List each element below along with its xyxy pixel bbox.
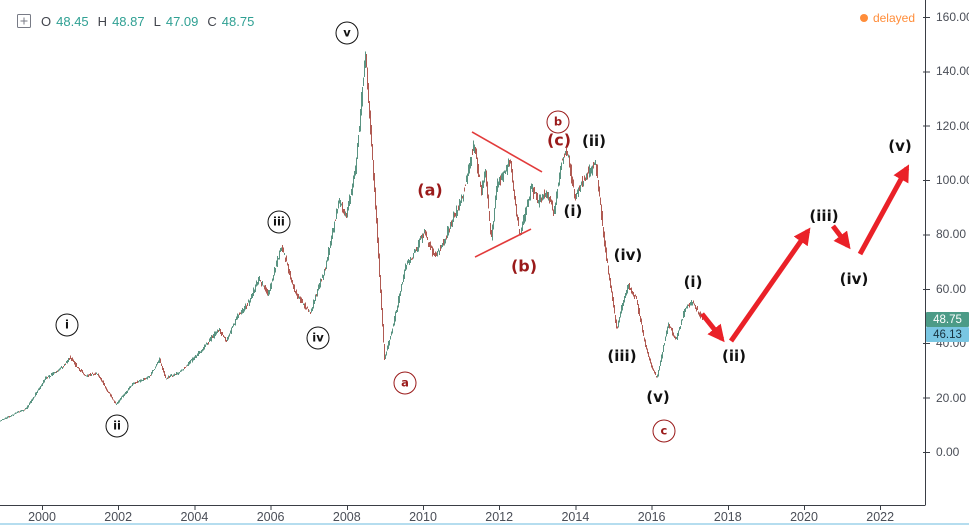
- x-axis-tick-label: 2020: [790, 510, 818, 524]
- wave-label-iv[interactable]: (iv): [839, 270, 869, 289]
- y-axis-tick-label: 160.00: [936, 9, 969, 24]
- wave-label-i[interactable]: i: [55, 313, 79, 337]
- plus-box-icon[interactable]: [16, 13, 32, 29]
- wave-label-iv[interactable]: (iv): [613, 245, 643, 264]
- x-axis-tick-label: 2002: [104, 510, 133, 524]
- wave-label-i[interactable]: (i): [683, 273, 703, 292]
- wave-label-b-red[interactable]: b: [546, 110, 570, 134]
- x-axis-tick-label: 2010: [409, 510, 437, 524]
- delayed-label: delayed: [872, 11, 915, 25]
- ohlc-legend: O 48.45 H 48.87 L 47.09 C 48.75: [16, 13, 254, 29]
- wave-label-v[interactable]: (v): [888, 137, 912, 156]
- wave-label-c-red[interactable]: (c): [546, 130, 572, 150]
- delayed-dot-icon: [859, 14, 868, 22]
- x-axis-tick-label: 2004: [180, 510, 209, 524]
- secondary-price-tag[interactable]: 46.13: [926, 327, 969, 342]
- low-label: L: [153, 13, 161, 29]
- candlesticks: [0, 51, 708, 422]
- open-value: 48.45: [56, 13, 89, 29]
- x-axis-tick-label: 2006: [256, 510, 285, 524]
- wave-label-a-red[interactable]: (a): [417, 180, 443, 200]
- x-axis-tick-label: 2012: [485, 510, 514, 524]
- x-axis-tick-label: 2022: [866, 510, 895, 524]
- x-axis-tick-label: 2008: [332, 510, 361, 524]
- projection-arrows[interactable]: [700, 164, 910, 343]
- x-axis-tick-label: 2014: [561, 510, 590, 524]
- wave-label-iv[interactable]: iv: [306, 326, 330, 350]
- close-value: 48.75: [221, 13, 255, 29]
- close-label: C: [207, 13, 217, 29]
- wave-label-v[interactable]: (v): [646, 388, 670, 407]
- high-label: H: [97, 13, 108, 29]
- wave-label-v[interactable]: v: [335, 21, 359, 45]
- delayed-badge: delayed: [859, 11, 915, 25]
- x-axis-tick-label: 2000: [28, 510, 56, 524]
- wave-label-b-red[interactable]: (b): [510, 256, 538, 276]
- wave-label-ii[interactable]: (ii): [722, 347, 746, 366]
- x-axis-tick-label: 2016: [637, 510, 666, 524]
- wave-label-c-red[interactable]: c: [652, 419, 676, 443]
- y-axis-tick-label: 0.00: [936, 445, 960, 459]
- y-axis-tick-label: 60.00: [936, 281, 967, 296]
- last-price-tag[interactable]: 48.75: [926, 312, 969, 327]
- bottom-accent-line: [0, 523, 969, 525]
- x-axis-tick-label: 2018: [713, 510, 742, 524]
- wave-label-ii[interactable]: ii: [105, 414, 129, 438]
- wave-label-a-red[interactable]: a: [393, 371, 417, 395]
- low-value: 47.09: [165, 13, 199, 29]
- y-axis-tick-label: 120.00: [936, 118, 969, 133]
- open-label: O: [41, 13, 52, 29]
- y-axis-tick-label: 80.00: [936, 227, 967, 242]
- y-axis-tick-label: 100.00: [936, 173, 969, 188]
- axes: [0, 0, 930, 510]
- wave-label-iii[interactable]: (iii): [607, 347, 637, 366]
- wave-label-i[interactable]: (i): [563, 202, 583, 221]
- trendlines[interactable]: [471, 131, 543, 258]
- high-value: 48.87: [112, 13, 145, 29]
- y-axis-tick-label: 140.00: [936, 64, 969, 79]
- wave-label-iii[interactable]: iii: [267, 210, 291, 234]
- y-axis-tick-label: 20.00: [936, 390, 967, 405]
- wave-label-iii[interactable]: (iii): [809, 206, 839, 225]
- wave-label-ii[interactable]: (ii): [581, 131, 606, 150]
